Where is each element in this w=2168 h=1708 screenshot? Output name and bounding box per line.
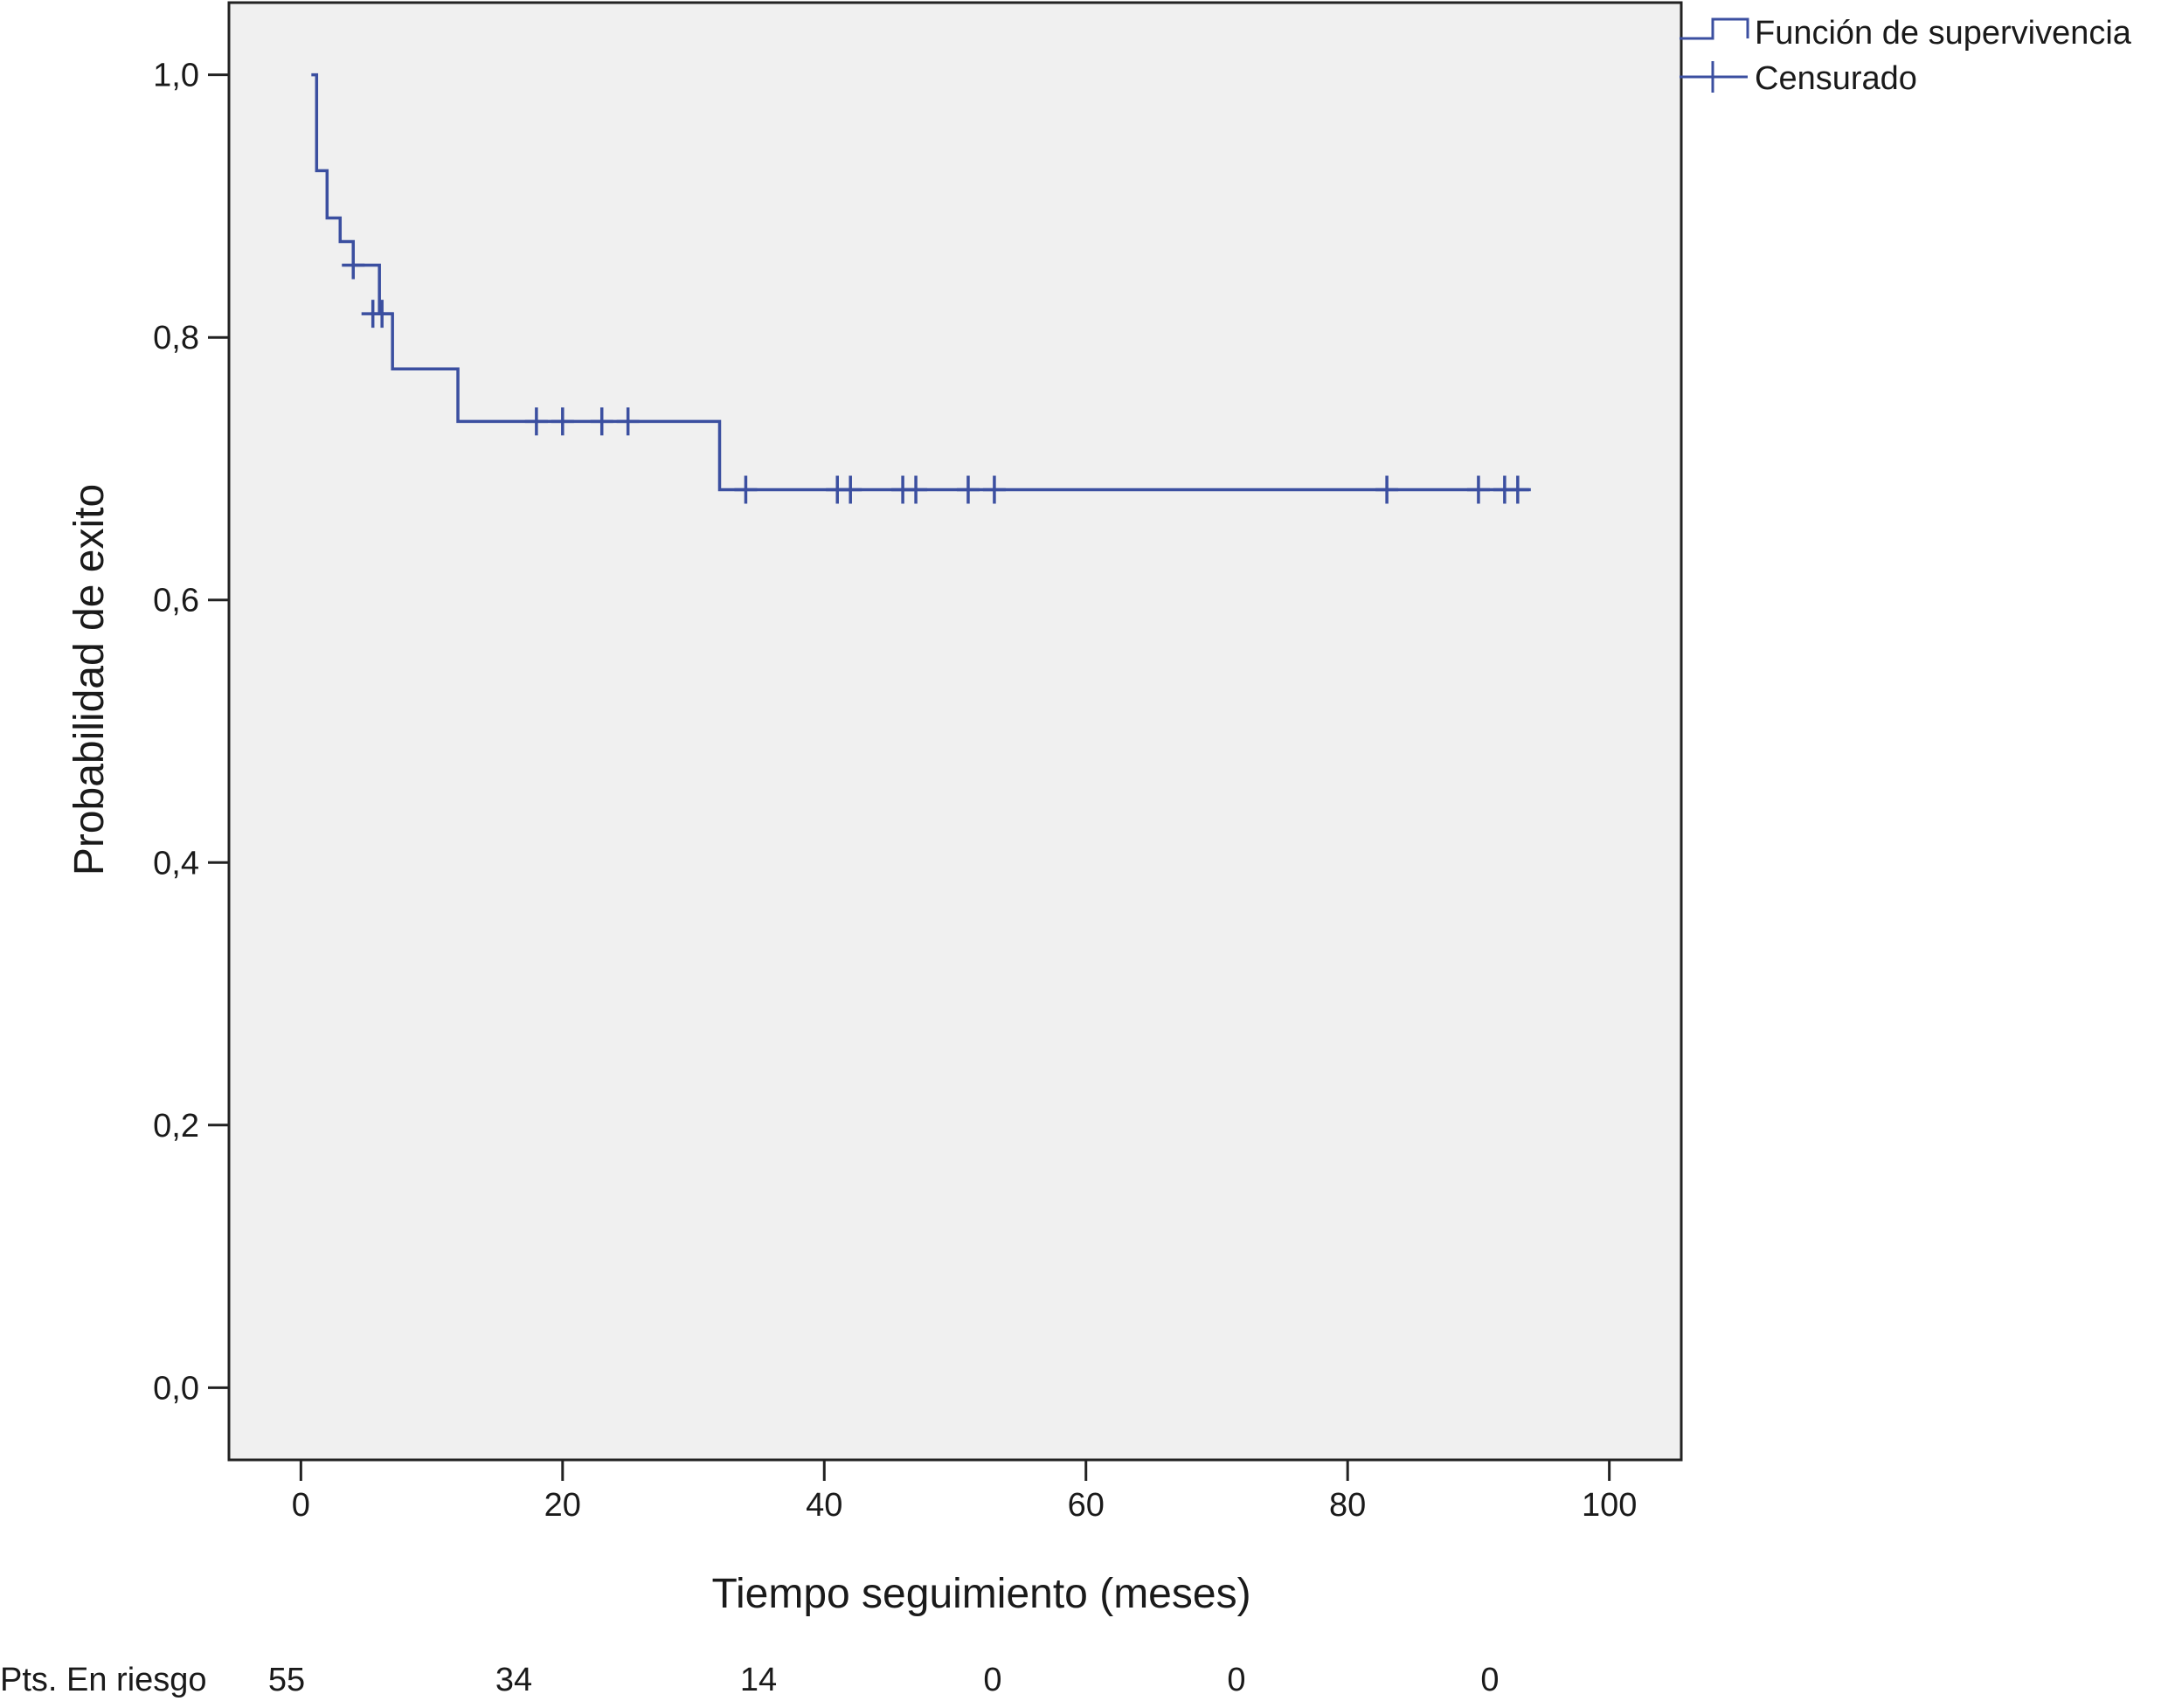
y-tick-label: 0,4 xyxy=(153,845,199,882)
at-risk-label: Pts. En riesgo xyxy=(0,1662,207,1698)
at-risk-value-4: 0 xyxy=(1227,1662,1245,1698)
y-tick-label: 1,0 xyxy=(153,58,199,94)
legend-survival-symbol xyxy=(1680,17,1749,40)
y-axis: 0,0 0,2 0,4 0,6 0,8 1,0 xyxy=(153,58,229,1407)
at-risk-value-3: 0 xyxy=(983,1662,1001,1698)
plot-area xyxy=(227,1,1683,1462)
at-risk-value-1: 34 xyxy=(495,1662,532,1698)
x-tick-label: 40 xyxy=(806,1487,842,1524)
at-risk-value-5: 0 xyxy=(1480,1662,1499,1698)
y-tick-label: 0,8 xyxy=(153,320,199,356)
x-axis: 0 20 40 60 80 100 xyxy=(292,1460,1637,1524)
x-tick-label: 80 xyxy=(1329,1487,1366,1524)
at-risk-table: Pts. En riesgo 55 34 14 0 0 0 xyxy=(0,1662,1500,1698)
survival-step-line xyxy=(311,73,1531,492)
x-tick-label: 60 xyxy=(1068,1487,1105,1524)
x-tick-label: 100 xyxy=(1582,1487,1637,1524)
legend-label-censored: Censurado xyxy=(1755,60,1917,97)
series-group xyxy=(311,73,1531,504)
legend-label-survival: Función de supervivencia xyxy=(1755,15,2132,52)
at-risk-value-0: 55 xyxy=(268,1662,305,1698)
at-risk-value-2: 14 xyxy=(740,1662,777,1698)
x-tick-label: 0 xyxy=(292,1487,310,1524)
y-tick-label: 0,6 xyxy=(153,583,199,619)
x-axis-title: Tiempo seguimiento (meses) xyxy=(711,1571,1250,1617)
y-tick-label: 0,0 xyxy=(153,1370,199,1407)
x-tick-label: 20 xyxy=(544,1487,581,1524)
legend: Función de supervivencia Censurado xyxy=(1680,15,2132,97)
y-axis-title: Probabilidad de exito xyxy=(66,484,113,875)
y-tick-label: 0,2 xyxy=(153,1108,199,1144)
